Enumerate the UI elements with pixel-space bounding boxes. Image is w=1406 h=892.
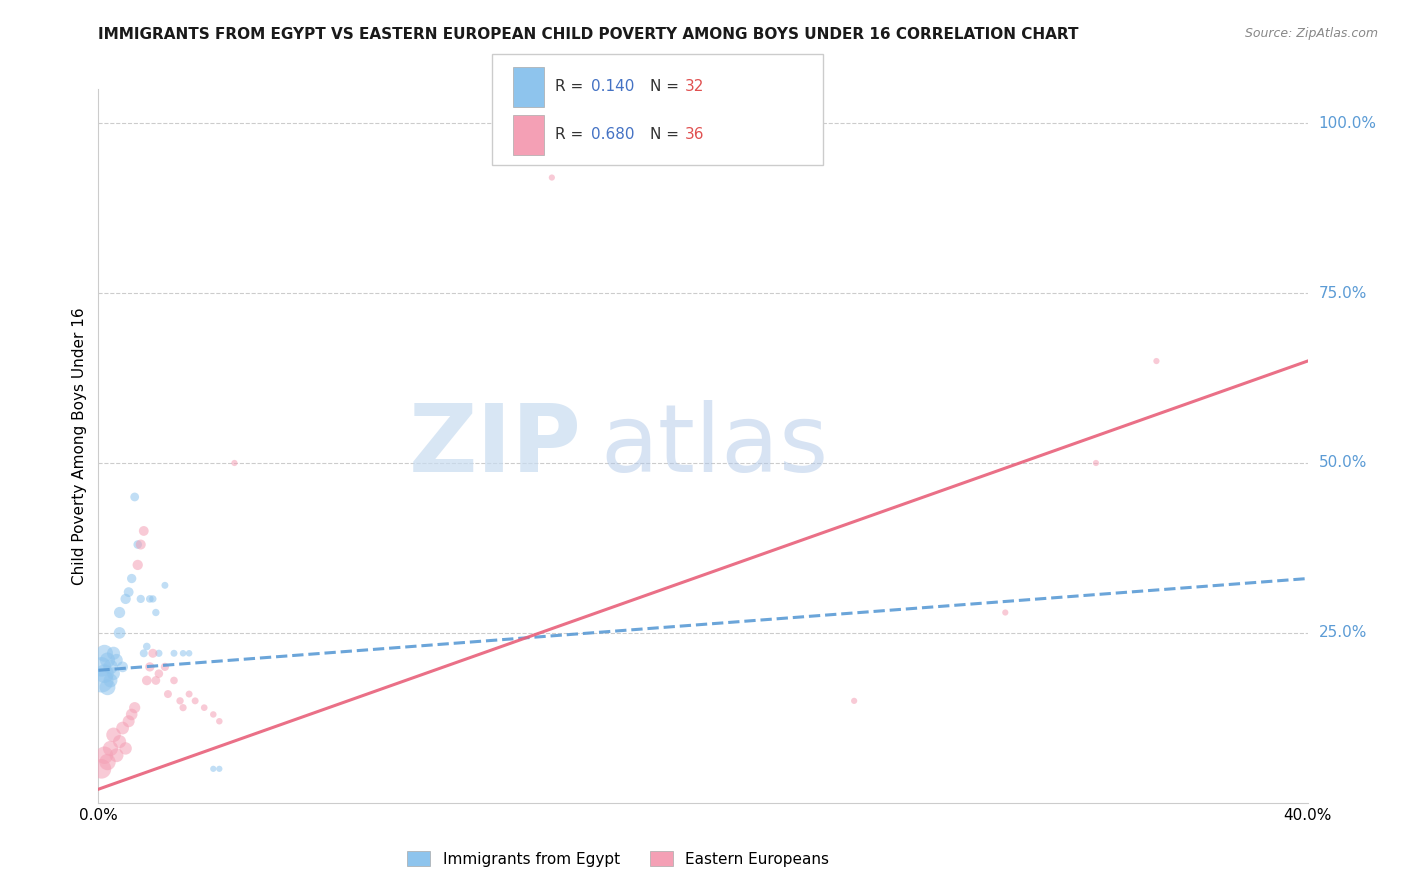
- Point: [540, 170, 562, 185]
- Point: [142, 591, 165, 606]
- Point: [208, 714, 231, 729]
- Point: [153, 660, 176, 674]
- Text: 0.680: 0.680: [591, 128, 634, 143]
- Point: [1144, 354, 1167, 368]
- Point: [100, 660, 122, 674]
- Point: [124, 700, 146, 714]
- Point: [135, 640, 157, 654]
- Point: [177, 687, 201, 701]
- Point: [90, 762, 112, 776]
- Point: [129, 591, 152, 606]
- Point: [118, 714, 141, 729]
- Point: [202, 762, 225, 776]
- Legend: Immigrants from Egypt, Eastern Europeans: Immigrants from Egypt, Eastern Europeans: [408, 851, 830, 866]
- Point: [202, 707, 225, 722]
- Point: [169, 694, 191, 708]
- Point: [135, 673, 157, 688]
- Point: [127, 537, 149, 551]
- Point: [93, 646, 115, 660]
- Point: [114, 591, 136, 606]
- Point: [132, 646, 155, 660]
- Point: [1085, 456, 1108, 470]
- Point: [100, 741, 122, 756]
- Point: [208, 762, 231, 776]
- Text: N =: N =: [650, 79, 683, 95]
- Point: [96, 653, 118, 667]
- Text: atlas: atlas: [600, 400, 828, 492]
- Point: [121, 572, 143, 586]
- Point: [111, 721, 134, 735]
- Point: [145, 673, 167, 688]
- Point: [129, 537, 152, 551]
- Point: [103, 646, 125, 660]
- Point: [124, 490, 146, 504]
- Text: 32: 32: [685, 79, 704, 95]
- Text: R =: R =: [555, 79, 589, 95]
- Text: Source: ZipAtlas.com: Source: ZipAtlas.com: [1244, 27, 1378, 40]
- Point: [193, 700, 215, 714]
- Point: [93, 666, 115, 681]
- Point: [90, 660, 112, 674]
- Point: [121, 707, 143, 722]
- Point: [96, 755, 118, 769]
- Point: [108, 626, 131, 640]
- Text: 36: 36: [685, 128, 704, 143]
- Point: [172, 700, 194, 714]
- Point: [108, 734, 131, 748]
- Text: 75.0%: 75.0%: [1319, 285, 1367, 301]
- Text: 100.0%: 100.0%: [1319, 116, 1376, 131]
- Point: [139, 591, 162, 606]
- Text: R =: R =: [555, 128, 589, 143]
- Text: 50.0%: 50.0%: [1319, 456, 1367, 470]
- Point: [177, 646, 201, 660]
- Point: [105, 653, 128, 667]
- Point: [139, 660, 162, 674]
- Point: [108, 606, 131, 620]
- Y-axis label: Child Poverty Among Boys Under 16: Child Poverty Among Boys Under 16: [72, 307, 87, 585]
- Point: [96, 680, 118, 694]
- Point: [132, 524, 155, 538]
- Point: [111, 660, 134, 674]
- Point: [127, 558, 149, 572]
- Point: [148, 666, 170, 681]
- Point: [163, 673, 186, 688]
- Point: [90, 673, 112, 688]
- Text: 25.0%: 25.0%: [1319, 625, 1367, 640]
- Point: [118, 585, 141, 599]
- Point: [172, 646, 194, 660]
- Point: [184, 694, 207, 708]
- Point: [156, 687, 179, 701]
- Point: [105, 748, 128, 763]
- Text: ZIP: ZIP: [409, 400, 582, 492]
- Point: [100, 673, 122, 688]
- Point: [844, 694, 866, 708]
- Point: [145, 606, 167, 620]
- Point: [994, 606, 1017, 620]
- Point: [224, 456, 246, 470]
- Point: [93, 748, 115, 763]
- Point: [114, 741, 136, 756]
- Point: [148, 646, 170, 660]
- Point: [103, 666, 125, 681]
- Point: [153, 578, 176, 592]
- Point: [103, 728, 125, 742]
- Point: [163, 646, 186, 660]
- Text: N =: N =: [650, 128, 683, 143]
- Text: IMMIGRANTS FROM EGYPT VS EASTERN EUROPEAN CHILD POVERTY AMONG BOYS UNDER 16 CORR: IMMIGRANTS FROM EGYPT VS EASTERN EUROPEA…: [98, 27, 1078, 42]
- Text: 0.140: 0.140: [591, 79, 634, 95]
- Point: [142, 646, 165, 660]
